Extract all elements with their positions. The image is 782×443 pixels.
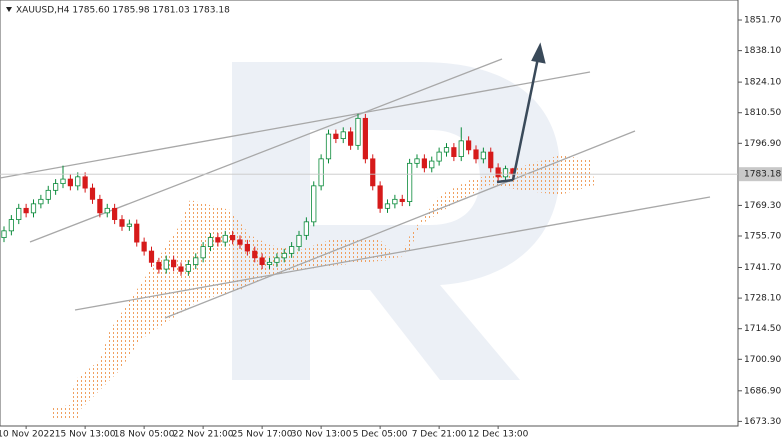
x-tick-label: 5 Dec 05:00 xyxy=(353,430,408,440)
candle-body xyxy=(230,234,236,241)
candle-body xyxy=(473,149,479,160)
candle-body xyxy=(399,198,405,202)
candle-body xyxy=(104,207,110,214)
candle-body xyxy=(16,207,22,220)
y-tick-label: 1741.70 xyxy=(744,263,781,273)
candle-body xyxy=(1,230,7,238)
watermark xyxy=(232,62,560,380)
x-tick-label: 10 Nov 2022 xyxy=(0,430,55,440)
candle-body xyxy=(119,219,125,227)
chart-title: XAUUSD,H4 1785.60 1785.98 1781.03 1783.1… xyxy=(16,6,230,16)
y-tick-label: 1769.30 xyxy=(744,201,781,211)
candle-body xyxy=(200,246,206,259)
candle-body xyxy=(436,151,442,162)
candle-body xyxy=(89,187,96,200)
candle-body xyxy=(333,133,339,139)
candle-body xyxy=(148,250,155,263)
candle-body xyxy=(488,151,494,169)
candle-body xyxy=(362,117,368,160)
candle-body xyxy=(215,237,221,243)
candle-body xyxy=(156,261,162,270)
candle-body xyxy=(303,221,309,236)
y-tick-label: 1824.10 xyxy=(744,78,781,88)
candle-body xyxy=(340,131,346,139)
candle-body xyxy=(112,207,118,220)
candle-body xyxy=(384,203,391,209)
candle-body xyxy=(318,158,324,187)
x-tick-label: 18 Nov 05:00 xyxy=(114,430,175,440)
y-tick-label: 1728.10 xyxy=(744,294,781,304)
candle-body xyxy=(392,198,398,205)
candle-body xyxy=(178,266,184,272)
candle-body xyxy=(466,140,472,151)
candle-body xyxy=(82,176,88,189)
candle-body xyxy=(429,160,435,169)
candle-body xyxy=(207,237,214,247)
candle-body xyxy=(134,223,140,243)
candle-body xyxy=(348,131,354,146)
candle-body xyxy=(421,158,427,169)
candle-body xyxy=(407,162,413,202)
candle-body xyxy=(311,185,317,223)
candle-body xyxy=(141,241,147,252)
y-tick-label: 1700.90 xyxy=(744,355,781,365)
candle-body xyxy=(451,147,457,157)
candle-body xyxy=(193,257,199,265)
y-tick-label: 1755.70 xyxy=(744,232,781,242)
candle-body xyxy=(443,147,450,153)
candle-body xyxy=(60,178,66,184)
candle-body xyxy=(259,257,265,265)
x-tick-label: 30 Nov 13:00 xyxy=(291,430,352,440)
candle-body xyxy=(75,176,81,187)
candle-body xyxy=(171,259,177,268)
y-tick-label: 1810.50 xyxy=(744,108,781,118)
candle-body xyxy=(244,243,250,252)
candle-body xyxy=(126,223,132,227)
candle-body xyxy=(30,203,37,214)
candle-body xyxy=(67,178,73,187)
y-tick-label: 1686.90 xyxy=(744,386,781,396)
y-tick-label: 1714.50 xyxy=(744,324,781,334)
x-tick-label: 15 Nov 13:00 xyxy=(55,430,116,440)
candle-body xyxy=(414,158,420,164)
current-price-label: 1783.18 xyxy=(744,170,781,180)
candle-body xyxy=(45,189,51,200)
x-tick-label: 7 Dec 21:00 xyxy=(412,430,467,440)
candle-body xyxy=(355,117,361,146)
candle-body xyxy=(289,246,295,254)
current-price-box xyxy=(739,167,782,182)
candle-body xyxy=(274,257,280,263)
y-tick-label: 1838.10 xyxy=(744,46,781,56)
candle-body xyxy=(296,234,302,247)
candle-body xyxy=(458,140,464,157)
candle-body xyxy=(266,261,273,265)
candle-body xyxy=(163,259,169,270)
forecast-arrow xyxy=(496,42,546,184)
x-tick-label: 25 Nov 17:00 xyxy=(232,430,293,440)
candle-body xyxy=(495,167,501,178)
candle-body xyxy=(370,158,376,187)
candle-body xyxy=(480,151,486,160)
y-tick-label: 1796.90 xyxy=(744,139,781,149)
candle-body xyxy=(53,183,59,191)
candle-body xyxy=(502,168,509,178)
y-tick-label: 1673.30 xyxy=(744,417,781,427)
menu-triangle[interactable] xyxy=(6,7,12,12)
candle-body xyxy=(237,239,243,245)
candle-body xyxy=(8,219,14,232)
candle-body xyxy=(377,185,383,209)
x-tick-label: 12 Dec 13:00 xyxy=(468,430,529,440)
ichimoku-cloud xyxy=(50,155,595,420)
candle-body xyxy=(23,207,29,214)
x-tick-label: 22 Nov 21:00 xyxy=(173,430,234,440)
candle-body xyxy=(38,198,44,205)
candle-body xyxy=(222,234,228,243)
candle-body xyxy=(185,264,191,272)
candle-body xyxy=(325,133,332,160)
y-tick-label: 1851.70 xyxy=(744,16,781,26)
candle-body xyxy=(252,250,258,259)
candle-body xyxy=(281,252,287,259)
candle-body xyxy=(97,198,103,214)
